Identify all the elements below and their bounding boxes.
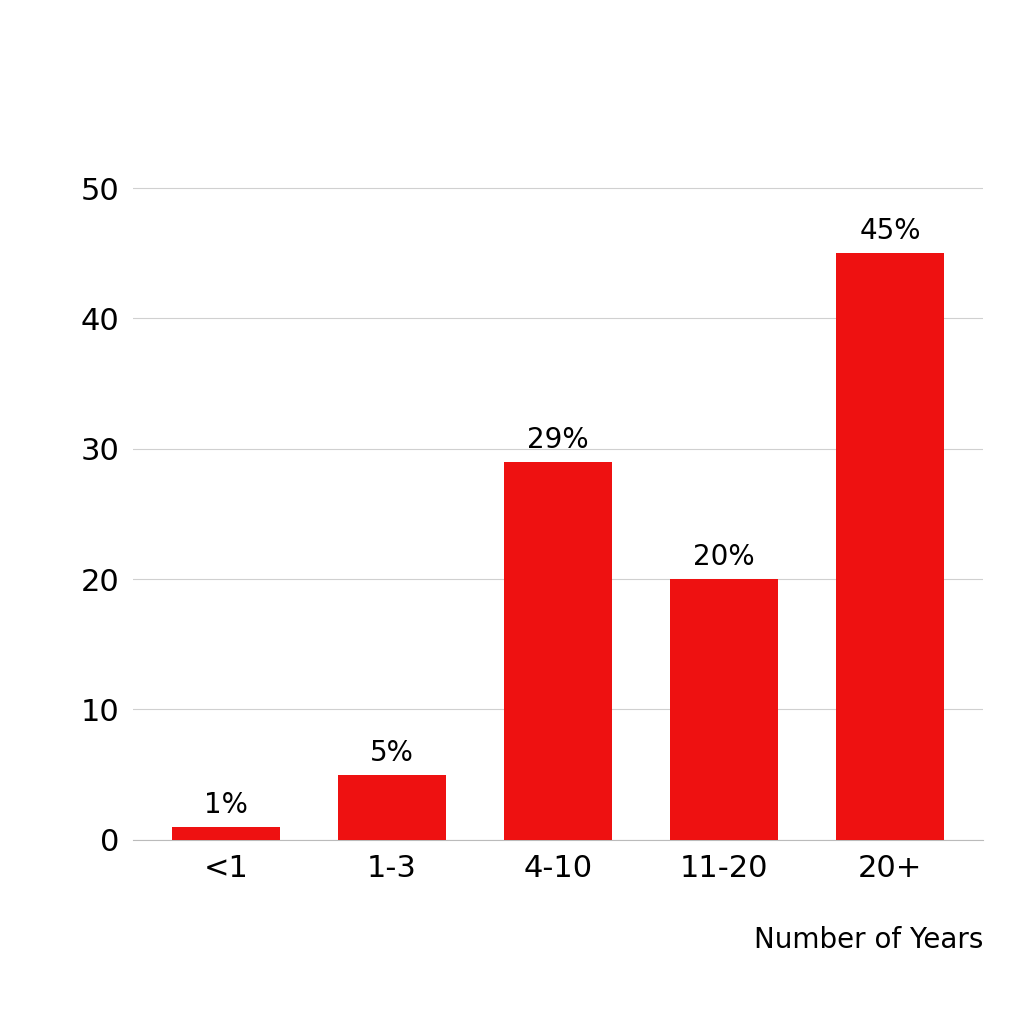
Text: 1%: 1% — [204, 791, 248, 819]
Text: 29%: 29% — [527, 426, 589, 454]
Text: Number of Years: Number of Years — [754, 926, 983, 953]
Bar — [837, 253, 944, 840]
Text: 20%: 20% — [693, 543, 755, 571]
Bar — [671, 579, 778, 840]
Text: 5%: 5% — [370, 738, 414, 767]
Bar — [504, 462, 612, 840]
Bar — [338, 774, 445, 840]
Text: 45%: 45% — [860, 217, 922, 246]
Bar — [172, 826, 280, 840]
